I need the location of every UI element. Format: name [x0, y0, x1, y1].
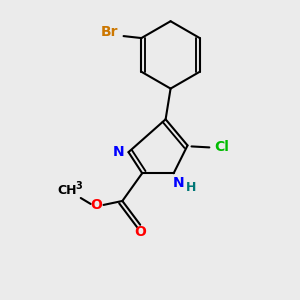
Text: N: N: [113, 145, 124, 159]
Text: H: H: [186, 181, 197, 194]
Text: Br: Br: [101, 25, 119, 39]
Text: N: N: [173, 176, 184, 190]
Text: CH: CH: [57, 184, 76, 196]
Text: Cl: Cl: [214, 140, 229, 154]
Text: 3: 3: [75, 181, 82, 191]
Text: O: O: [134, 225, 146, 239]
Text: O: O: [91, 198, 103, 212]
